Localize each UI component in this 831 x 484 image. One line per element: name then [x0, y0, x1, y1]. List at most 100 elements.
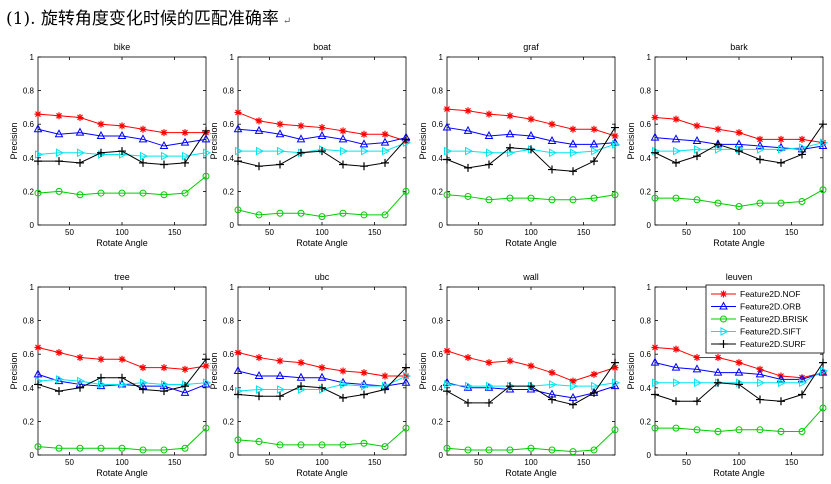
y-tick-label: 0	[439, 221, 444, 230]
data-point	[339, 393, 347, 402]
data-point	[610, 137, 620, 146]
data-point	[318, 147, 326, 156]
y-tick-label: 0.4	[640, 154, 652, 163]
data-point	[202, 355, 210, 364]
data-point	[527, 115, 535, 123]
data-point	[119, 380, 128, 389]
series-line	[655, 407, 824, 432]
data-point	[819, 120, 827, 129]
x-axis-label: Rotate Angle	[713, 238, 765, 248]
x-tick-label: 150	[785, 228, 799, 237]
series-feature2d-brisk	[443, 191, 619, 204]
data-point	[464, 354, 472, 362]
data-point	[591, 381, 600, 391]
x-axis-label: Rotate Angle	[296, 468, 348, 478]
x-tick-label: 50	[474, 458, 483, 467]
data-point	[650, 132, 660, 141]
data-point	[98, 380, 107, 389]
data-point	[756, 135, 764, 143]
data-point	[276, 209, 284, 217]
data-point	[672, 115, 680, 123]
data-point	[464, 107, 472, 115]
data-point	[139, 189, 147, 197]
data-point	[693, 426, 701, 434]
data-point	[777, 199, 785, 207]
x-tick-label: 150	[368, 228, 382, 237]
data-point	[548, 196, 556, 204]
y-axis-label: Precision	[209, 122, 219, 159]
data-point	[673, 146, 682, 156]
legend-entry: Feature2D.SURF	[711, 339, 806, 349]
data-point	[118, 147, 126, 156]
x-tick-label: 150	[168, 228, 182, 237]
y-tick-label: 0	[230, 451, 235, 460]
chart-title: wall	[522, 272, 539, 282]
data-point	[401, 377, 411, 386]
data-point	[234, 390, 242, 399]
data-point	[778, 145, 787, 154]
data-point	[97, 189, 105, 197]
series-line	[655, 189, 824, 208]
data-point	[527, 444, 535, 452]
data-point	[714, 378, 722, 387]
data-point	[382, 381, 391, 391]
data-point	[714, 354, 722, 362]
data-point	[484, 130, 494, 139]
data-point	[671, 134, 681, 143]
x-tick-label: 150	[368, 458, 382, 467]
data-point	[527, 362, 535, 370]
series-feature2d-brisk	[651, 186, 827, 211]
data-point	[465, 146, 474, 156]
data-point	[161, 380, 170, 389]
y-tick-label: 0.4	[432, 154, 444, 163]
series-feature2d-brisk	[34, 424, 210, 454]
data-point	[318, 441, 326, 449]
data-point	[485, 196, 493, 204]
legend-marker	[719, 340, 728, 348]
series-line	[37, 378, 207, 385]
data-point	[777, 135, 785, 143]
data-point	[275, 370, 285, 380]
data-point	[799, 378, 808, 388]
data-point	[201, 134, 211, 143]
y-tick-label: 1	[647, 53, 652, 62]
data-point	[757, 145, 766, 154]
data-point	[318, 364, 326, 372]
series-feature2d-surf	[234, 363, 410, 402]
y-tick-label: 0.8	[640, 317, 652, 326]
plot-area	[37, 56, 207, 226]
data-point	[651, 148, 659, 157]
data-point	[296, 134, 306, 143]
chart-title: tree	[114, 272, 130, 282]
data-point	[160, 387, 168, 396]
paragraph-mark-icon: ↵	[282, 16, 292, 27]
series-line	[654, 362, 824, 380]
data-point	[181, 382, 189, 391]
data-point	[297, 359, 305, 367]
data-point	[714, 125, 722, 133]
y-tick-label: 0.4	[223, 384, 235, 393]
plot-area	[446, 56, 616, 226]
data-point	[798, 197, 806, 205]
data-point	[798, 150, 806, 159]
data-point	[672, 397, 680, 406]
series-line	[37, 427, 207, 451]
data-point	[55, 157, 63, 166]
data-point	[359, 139, 369, 148]
series-feature2d-nof	[34, 110, 210, 137]
data-point	[77, 376, 86, 386]
data-point	[714, 199, 722, 207]
data-point	[507, 148, 516, 158]
data-point	[97, 373, 105, 382]
data-point	[611, 364, 619, 372]
series-line	[654, 137, 824, 150]
data-point	[361, 146, 370, 156]
y-tick-label: 0.8	[223, 317, 235, 326]
data-point	[673, 378, 682, 388]
series-feature2d-surf	[443, 358, 619, 409]
y-tick-label: 1	[439, 53, 444, 62]
x-tick-label: 100	[732, 458, 746, 467]
y-tick-label: 0.2	[432, 187, 444, 196]
data-point	[547, 135, 557, 144]
